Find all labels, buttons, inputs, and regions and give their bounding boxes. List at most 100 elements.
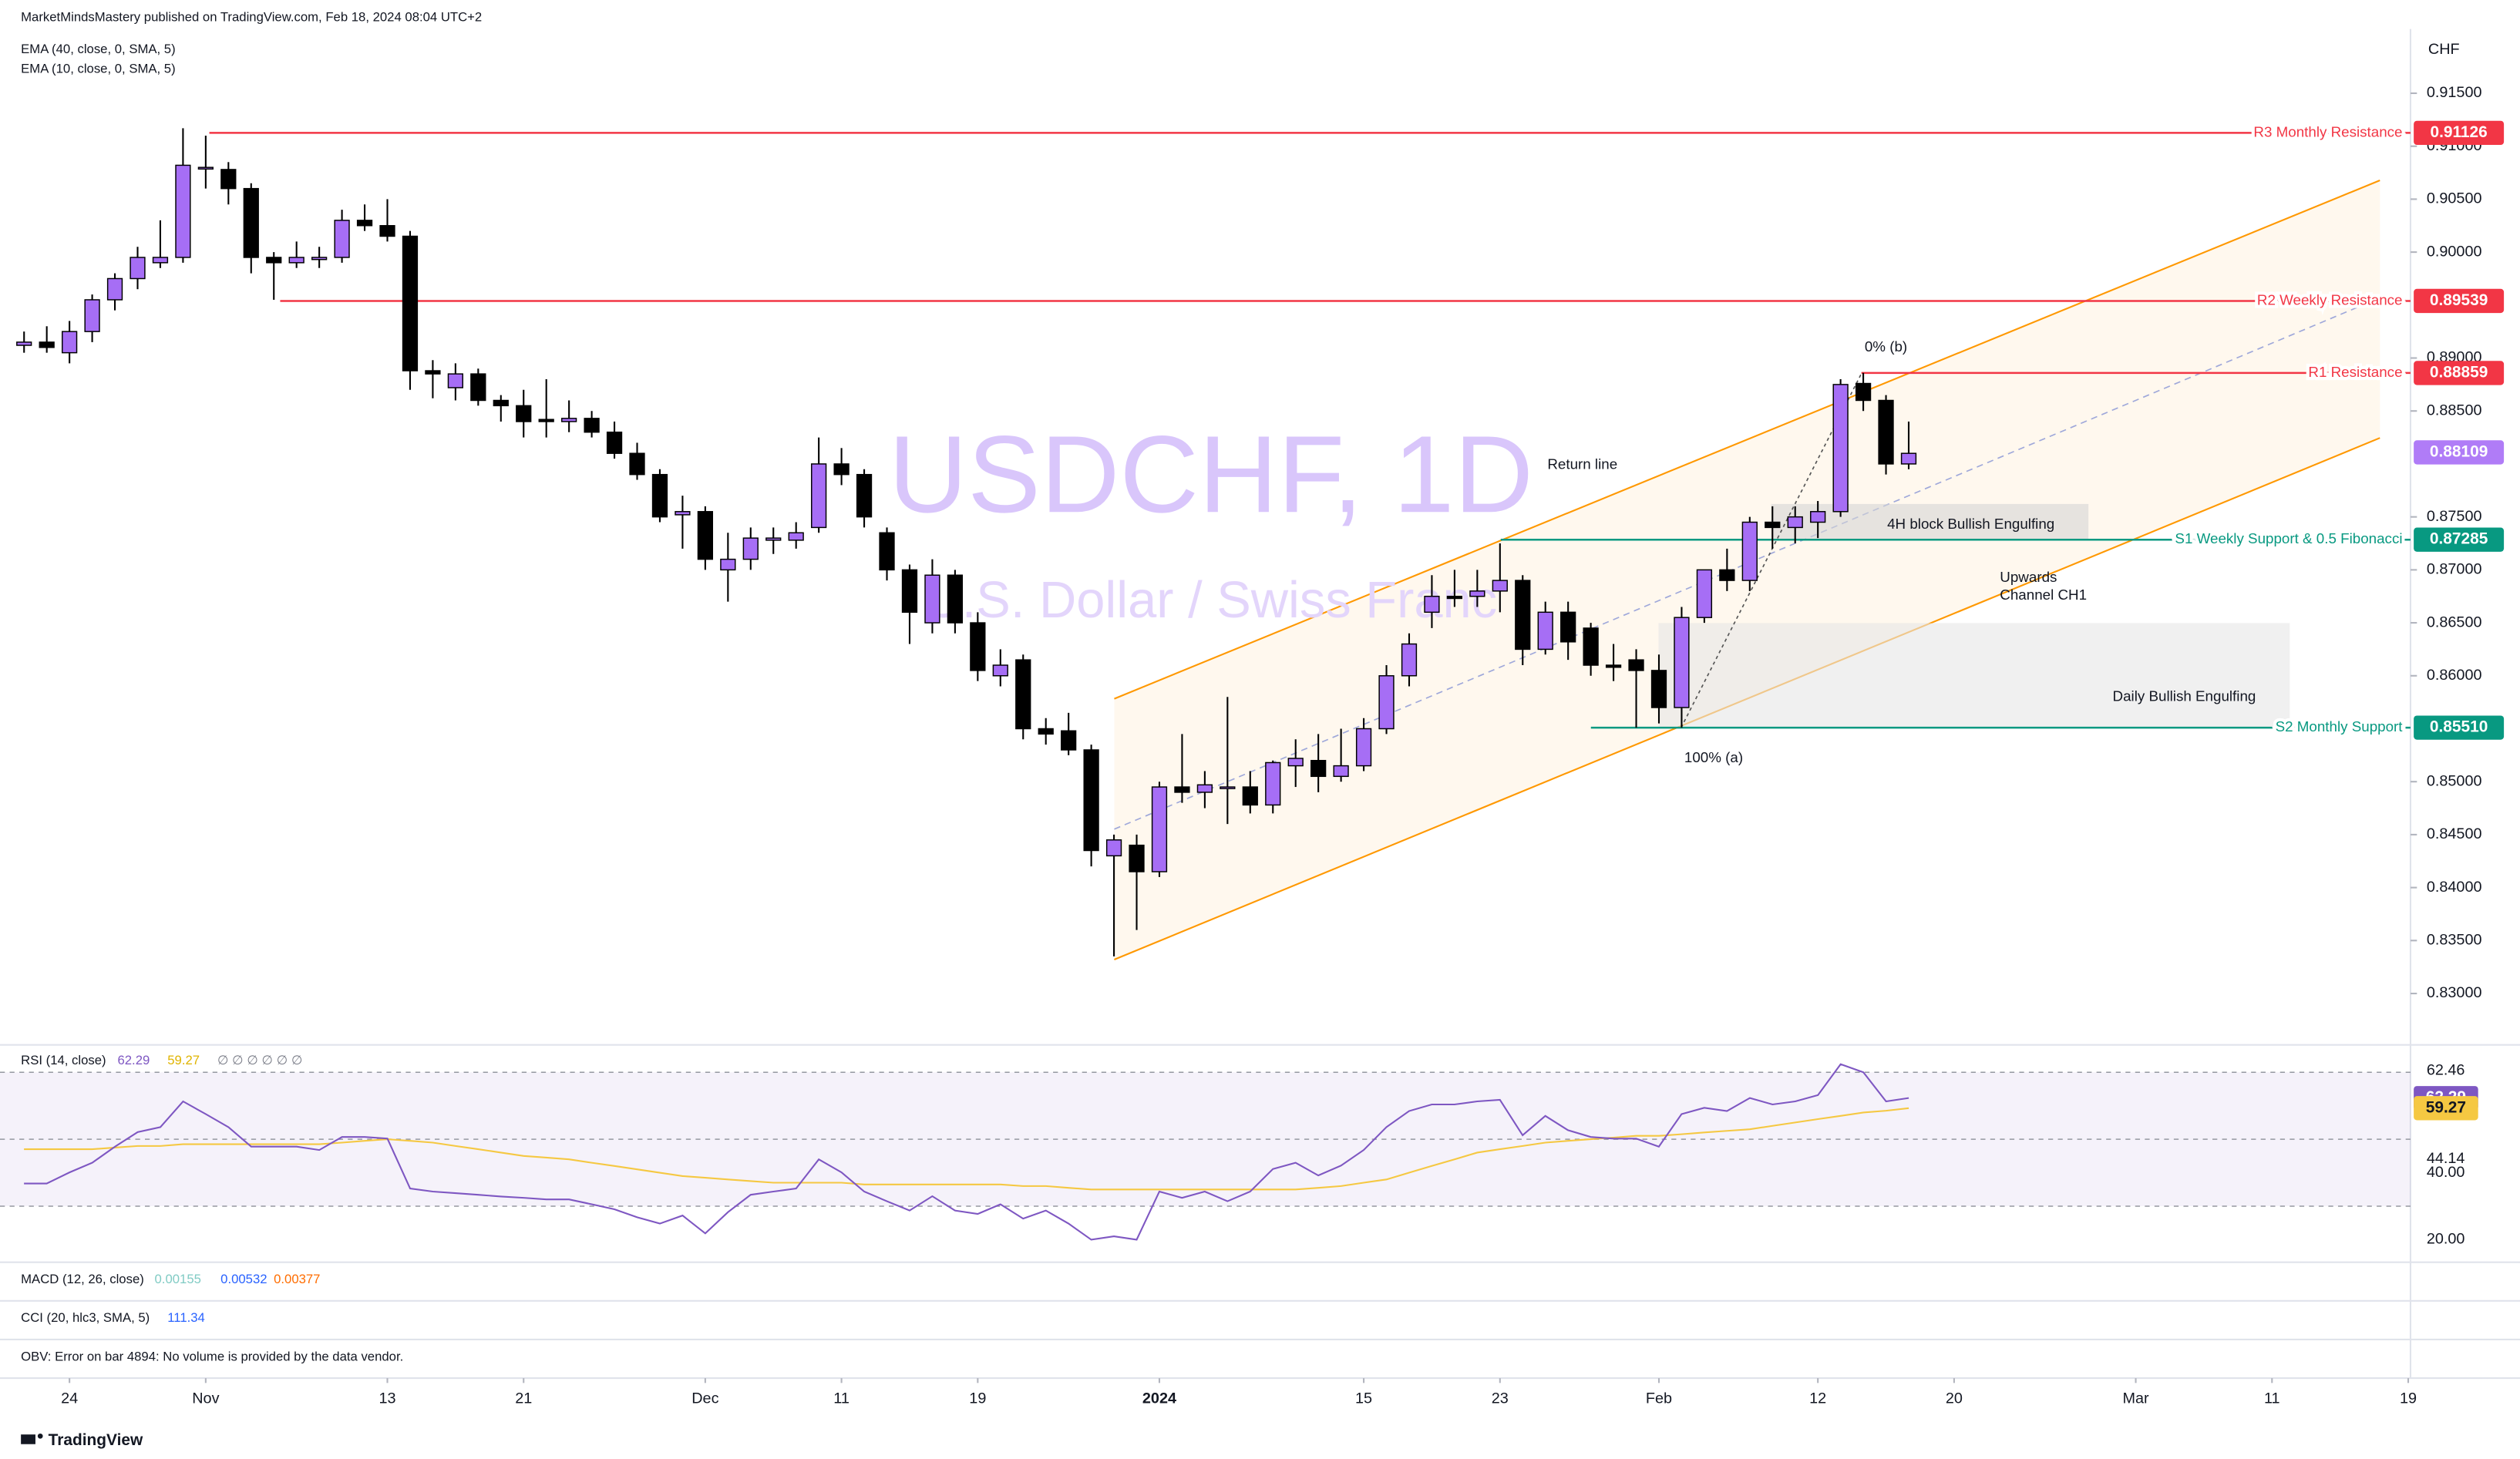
x-tick-label: 21	[515, 1390, 532, 1407]
candle-body	[1515, 580, 1531, 650]
candle-body	[1401, 643, 1418, 677]
candle-body	[833, 463, 850, 476]
candle-body	[629, 452, 645, 476]
rsi-title: RSI (14, close)	[21, 1053, 106, 1067]
candle-body	[1674, 617, 1690, 708]
published-note: MarketMindsMastery published on TradingV…	[21, 9, 482, 24]
y-tick-label: 0.86000	[2427, 667, 2482, 684]
candle-body	[493, 399, 509, 407]
channel-midline	[1114, 297, 2380, 830]
macd-value: 0.00377	[274, 1272, 320, 1286]
x-tick-label: Feb	[1646, 1390, 1672, 1407]
candle-body	[1310, 759, 1327, 778]
watermark-description: U.S. Dollar / Swiss Franc	[924, 571, 1497, 629]
candle-body	[697, 511, 714, 560]
candle-body	[651, 473, 668, 518]
x-tick-label: 11	[2264, 1390, 2280, 1407]
candle-body	[334, 220, 350, 258]
level-tag-bg	[2414, 715, 2505, 740]
level-name: R1 Resistance	[2308, 364, 2402, 380]
last-price-tag-bg	[2414, 440, 2505, 465]
x-tick-label: Nov	[192, 1390, 219, 1407]
rsi-tick-label: 40.00	[2427, 1164, 2465, 1181]
candle-body	[1787, 516, 1803, 529]
candle-body	[220, 169, 237, 190]
macd-title: MACD (12, 26, close)	[21, 1272, 144, 1286]
annotation: 100% (a)	[1684, 749, 1743, 765]
candle-body	[675, 511, 691, 516]
candle-body	[1333, 765, 1349, 778]
x-tick-label: 24	[61, 1390, 78, 1407]
candle-body	[175, 164, 191, 258]
rsi-extras: ∅ ∅ ∅ ∅ ∅ ∅	[217, 1053, 303, 1067]
x-tick-label: 12	[1809, 1390, 1826, 1407]
candle-body	[879, 532, 895, 571]
candle-body	[1855, 382, 1872, 402]
candle-body	[1129, 844, 1145, 872]
x-tick-label: 11	[833, 1390, 850, 1407]
logo: TradingView	[21, 1431, 143, 1449]
candle-body	[584, 418, 600, 433]
channel-line	[1114, 180, 2380, 700]
daily-block	[1658, 623, 2290, 728]
y-tick-label: 0.84000	[2427, 879, 2482, 896]
level-tag: 0.87285	[2430, 530, 2488, 548]
candle-body	[1765, 521, 1781, 529]
level-tag-bg	[2414, 120, 2505, 146]
level-tag-bg	[2414, 527, 2505, 552]
indicator-label: EMA (10, close, 0, SMA, 5)	[21, 61, 176, 76]
candle-body	[538, 419, 554, 422]
candle-body	[1105, 839, 1122, 857]
y-tick-label: 0.84500	[2427, 825, 2482, 842]
y-tick-label: 0.90500	[2427, 190, 2482, 207]
candle-body	[39, 341, 55, 348]
x-tick-label: 13	[379, 1390, 395, 1407]
candle-body	[924, 574, 940, 624]
candle-body	[1878, 399, 1894, 465]
candle-body	[16, 341, 32, 346]
y-tick-label: 0.87500	[2427, 508, 2482, 525]
candle-body	[516, 405, 532, 422]
y-tick-label: 0.83500	[2427, 932, 2482, 949]
candle-body	[1650, 670, 1667, 708]
x-tick-label: 19	[2400, 1390, 2417, 1407]
candle-body	[1265, 761, 1281, 806]
candle-body	[811, 463, 827, 529]
candle-body	[197, 166, 214, 170]
annotation: 4H block Bullish Engulfing	[1887, 516, 2054, 532]
x-tick-label: Mar	[2122, 1390, 2149, 1407]
level-tag: 0.89539	[2430, 291, 2488, 309]
candle-body	[1583, 627, 1599, 666]
y-tick-label: 0.88500	[2427, 402, 2482, 419]
y-tick-label: 0.91500	[2427, 84, 2482, 101]
watermark: USDCHF, 1D U.S. Dollar / Swiss Franc	[889, 413, 1533, 629]
rsi-ma-value: 59.27	[167, 1053, 200, 1067]
y-tick-label: 0.87000	[2427, 561, 2482, 578]
level-name: R3 Monthly Resistance	[2253, 123, 2402, 140]
candle-body	[788, 532, 804, 541]
candle-body	[1537, 611, 1553, 650]
annotation: Return line	[1547, 456, 1617, 472]
rsi-tick-label: 20.00	[2427, 1231, 2465, 1248]
candle-body	[106, 277, 123, 301]
y-tick-label: 0.85000	[2427, 772, 2482, 789]
level-tag: 0.91126	[2430, 123, 2487, 141]
candle-body	[1810, 511, 1826, 523]
x-tick-label: 20	[1946, 1390, 1963, 1407]
logo-mark	[37, 1433, 43, 1439]
rsi-line	[24, 1063, 1909, 1241]
y-tick-label: 0.86500	[2427, 614, 2482, 630]
candle-body	[606, 431, 623, 454]
level-tag: 0.85510	[2430, 718, 2488, 736]
candle-body	[1287, 758, 1304, 767]
candle-body	[1492, 580, 1508, 592]
candle-body	[266, 257, 282, 264]
x-tick-label: Dec	[691, 1390, 718, 1407]
candle-body	[1151, 786, 1168, 872]
candle-body	[720, 558, 736, 571]
macd-value: 0.00155	[155, 1272, 201, 1286]
rsi-band-fill	[0, 1072, 2411, 1207]
candle-body	[901, 569, 918, 614]
candle-body	[1015, 659, 1031, 730]
candle-body	[1378, 675, 1395, 730]
